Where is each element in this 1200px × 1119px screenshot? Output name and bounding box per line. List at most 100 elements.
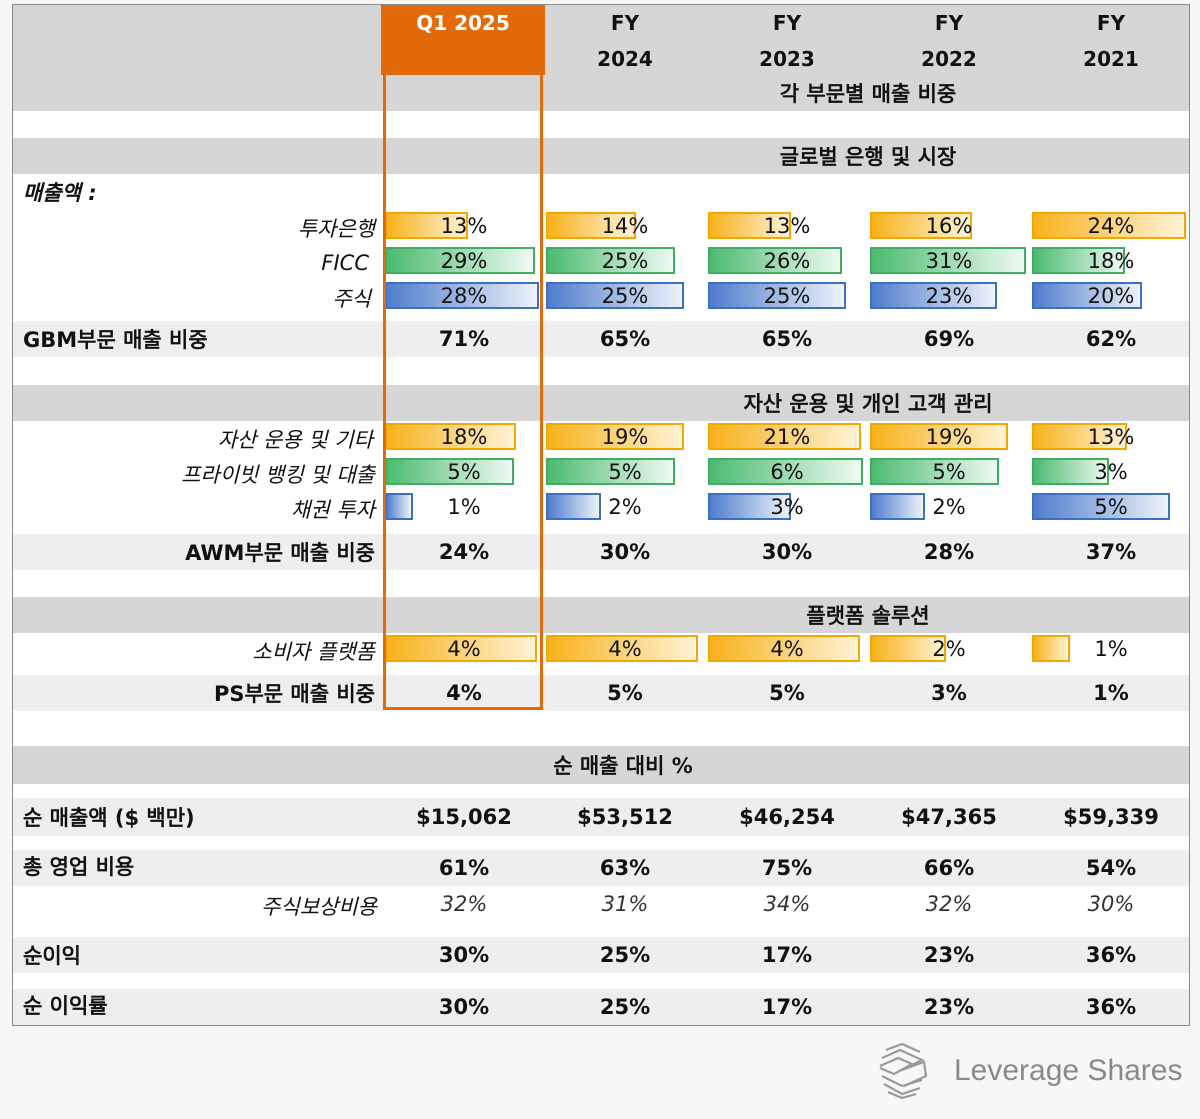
bar-am-col0 [385,423,516,450]
section-title-ps: 플랫폼 솔루션 [806,604,930,628]
bar-consumer-col1 [546,635,699,662]
value-ficc-col1: 25% [601,248,649,273]
value-net-income-col2: 17% [761,943,813,967]
total-band [13,675,1189,711]
value-net-margin-col0: 30% [438,995,490,1019]
value-ficc-col2: 26% [763,248,811,273]
total-band [13,534,1189,570]
bar-pb-col4 [1032,458,1110,485]
bar-am-col4 [1032,423,1127,450]
value-opex-col4: 54% [1085,856,1137,880]
value-consumer-col2: 4% [770,636,804,661]
row-band [13,937,1189,973]
value-opex-col2: 75% [761,856,813,880]
row-label-ib: 투자은행 [297,217,375,241]
value-consumer-col3: 2% [932,636,966,661]
value-awm-total-col0: 24% [438,540,490,564]
bar-debt-col4 [1032,493,1170,520]
value-gbm-total-col2: 65% [761,327,813,351]
value-am-col3: 19% [925,424,973,449]
row-label-sbc: 주식보상비용 [261,895,377,919]
value-net-margin-col3: 23% [923,995,975,1019]
value-gbm-total-col4: 62% [1085,327,1137,351]
value-ps-total-col2: 5% [769,681,805,705]
value-sbc-col3: 32% [925,892,973,916]
value-net-revenue-col1: $53,512 [577,805,673,829]
bar-debt-col2 [708,493,791,520]
row-label-debt: 채권 투자 [291,498,375,522]
section-band [13,75,1189,111]
logo-text: Leverage Shares [954,1054,1183,1087]
row-band [13,850,1189,886]
value-sbc-col0: 32% [440,892,488,916]
bar-ib-col0 [385,212,469,239]
bar-debt-col3 [870,493,926,520]
value-ib-col4: 24% [1087,213,1135,238]
value-sbc-col1: 31% [601,892,649,916]
bar-ficc-col0 [385,247,535,274]
value-opex-col0: 61% [438,856,490,880]
bar-debt-col1 [546,493,602,520]
column-header-fy2023: FY 2023 [759,11,815,71]
q1-2025-highlight-box [383,5,543,710]
value-am-col0: 18% [440,424,488,449]
leverage-shares-logo-icon [879,1042,928,1100]
bar-pb-col3 [870,458,1000,485]
value-ficc-col4: 18% [1087,248,1135,273]
header-band [13,5,1189,75]
value-equity-col4: 20% [1087,283,1135,308]
value-net-margin-col1: 25% [599,995,651,1019]
value-ib-col3: 16% [925,213,973,238]
row-label-equity: 주식 [332,287,371,311]
value-ps-total-col0: 4% [446,681,482,705]
bar-pb-col1 [546,458,676,485]
value-net-margin-col4: 36% [1085,995,1137,1019]
column-header-fy2024: FY 2024 [597,11,653,71]
section-band [13,746,1189,784]
row-label-net-income: 순이익 [23,944,81,968]
value-gbm-total-col0: 71% [438,327,490,351]
value-net-revenue-col3: $47,365 [901,805,997,829]
bar-ib-col3 [870,212,973,239]
bar-am-col3 [870,423,1009,450]
value-pb-col3: 5% [932,459,966,484]
column-header-q1-2025: Q1 2025 [381,5,545,75]
row-band [13,798,1189,836]
bar-am-col2 [708,423,861,450]
bar-ficc-col2 [708,247,843,274]
row-label-awm-total: AWM부문 매출 비중 [185,541,375,565]
value-net-income-col3: 23% [923,943,975,967]
value-equity-col0: 28% [440,283,488,308]
row-label-net-revenue: 순 매출액 ($ 백만) [23,806,195,830]
section-title-awm: 자산 운용 및 개인 고객 관리 [743,392,993,416]
row-label-opex: 총 영업 비용 [23,855,135,879]
section-band [13,138,1189,174]
bar-equity-col1 [546,282,684,309]
value-pb-col1: 5% [608,459,642,484]
bar-consumer-col0 [385,635,538,662]
bar-ficc-col1 [546,247,676,274]
value-ib-col0: 13% [440,213,488,238]
row-band [13,989,1189,1025]
value-consumer-col0: 4% [447,636,481,661]
value-sbc-col2: 34% [763,892,811,916]
value-pb-col4: 3% [1094,459,1128,484]
bar-ib-col1 [546,212,636,239]
value-ficc-col0: 29% [440,248,488,273]
value-ps-total-col3: 3% [931,681,967,705]
column-header-fy2021: FY 2021 [1083,11,1139,71]
value-gbm-total-col1: 65% [599,327,651,351]
value-gbm-total-col3: 69% [923,327,975,351]
value-opex-col1: 63% [599,856,651,880]
section-title-gbm: 글로벌 은행 및 시장 [779,145,957,169]
value-awm-total-col1: 30% [599,540,651,564]
value-net-revenue-col2: $46,254 [739,805,835,829]
value-equity-col1: 25% [601,283,649,308]
value-equity-col2: 25% [763,283,811,308]
value-pb-col0: 5% [447,459,481,484]
row-label-am: 자산 운용 및 기타 [217,428,373,452]
value-awm-total-col3: 28% [923,540,975,564]
column-header-fy2022: FY 2022 [921,11,977,71]
value-am-col2: 21% [763,424,811,449]
row-label-gbm-total: GBM부문 매출 비중 [23,328,208,352]
